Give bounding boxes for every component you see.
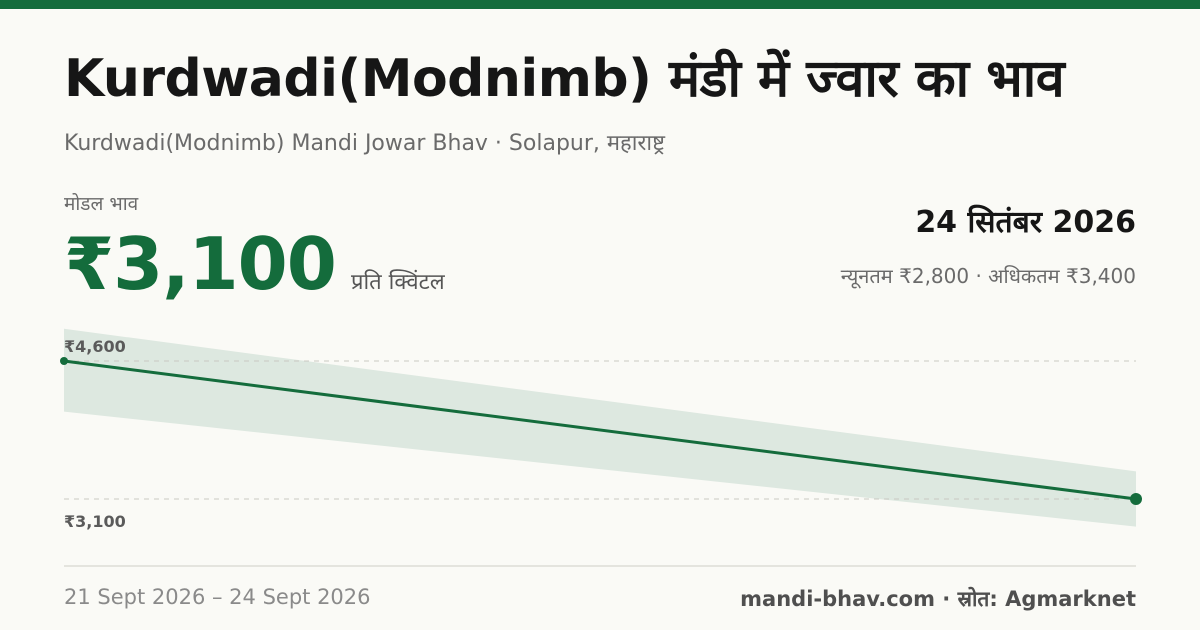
top-accent-bar <box>0 0 1200 9</box>
chart-tick-labels: ₹4,600 ₹3,100 <box>64 337 126 531</box>
report-date: 24 सितंबर 2026 <box>915 205 1136 240</box>
price-range-band <box>64 328 1136 527</box>
source-credit: mandi-bhav.com · स्रोत: Agmarknet <box>740 587 1136 611</box>
y-tick-label: ₹4,600 <box>64 337 126 356</box>
page-subtitle: Kurdwadi(Modnimb) Mandi Jowar Bhav · Sol… <box>64 131 665 156</box>
price-row: ₹3,100 प्रति क्विंटल <box>64 222 445 306</box>
chart-data-points <box>60 357 1142 505</box>
chart-gridlines <box>64 360 1136 500</box>
modal-price: ₹3,100 <box>64 222 337 306</box>
data-point <box>1130 493 1142 505</box>
page-title: Kurdwadi(Modnimb) मंडी में ज्वार का भाव <box>64 49 1065 109</box>
footer-divider <box>64 565 1136 567</box>
data-point <box>60 357 68 365</box>
price-trend-chart: ₹4,600 ₹3,100 <box>60 328 1142 531</box>
min-max-price: न्यूनतम ₹2,800 · अधिकतम ₹3,400 <box>840 264 1136 288</box>
date-range: 21 Sept 2026 – 24 Sept 2026 <box>64 585 371 609</box>
modal-price-label: मोडल भाव <box>64 193 139 215</box>
price-unit: प्रति क्विंटल <box>350 270 445 295</box>
y-tick-label: ₹3,100 <box>64 512 126 531</box>
modal-price-line <box>63 359 1137 501</box>
